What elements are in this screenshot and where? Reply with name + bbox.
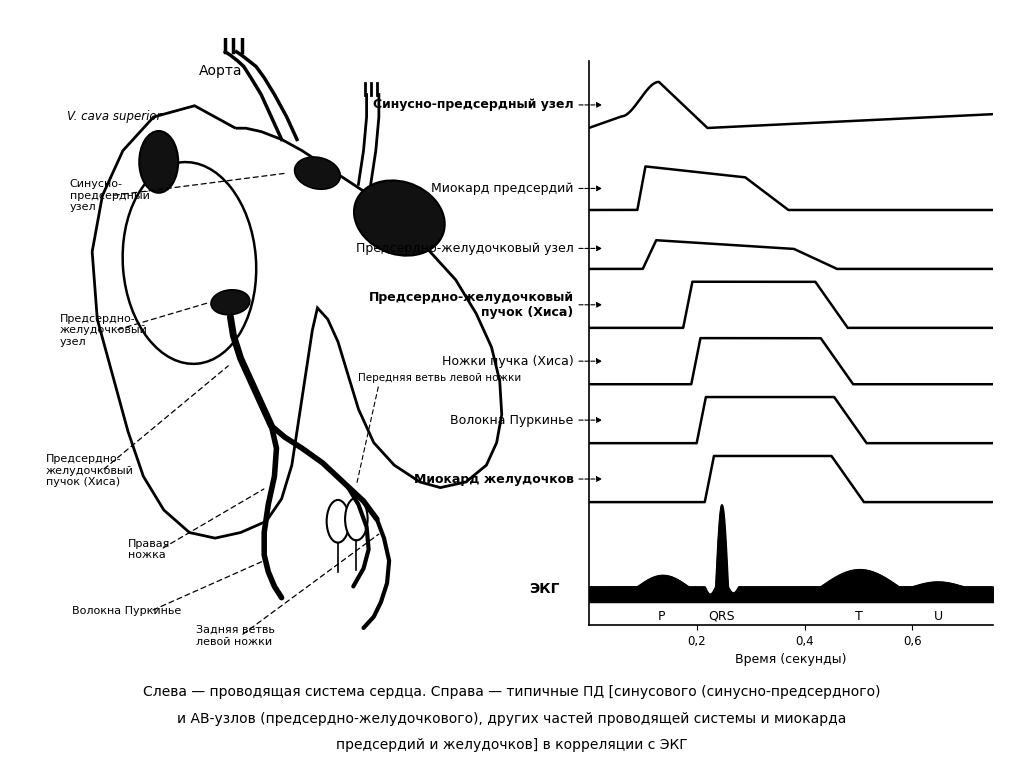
Text: Миокард предсердий: Миокард предсердий <box>431 182 601 195</box>
Text: Предсердно-
желудочковый
узел: Предсердно- желудочковый узел <box>59 314 147 347</box>
Text: U: U <box>934 610 943 623</box>
Text: Задняя ветвь
левой ножки: Задняя ветвь левой ножки <box>196 625 275 647</box>
Text: Синусно-
предсердный
узел: Синусно- предсердный узел <box>70 179 150 212</box>
Text: P: P <box>657 610 666 623</box>
X-axis label: Время (секунды): Время (секунды) <box>735 653 847 667</box>
Text: Синусно-предсердный узел: Синусно-предсердный узел <box>373 98 601 111</box>
Text: Ножки пучка (Хиса): Ножки пучка (Хиса) <box>441 354 601 367</box>
Text: Волокна Пуркинье: Волокна Пуркинье <box>451 413 601 426</box>
Text: QRS: QRS <box>709 610 735 623</box>
Ellipse shape <box>354 180 444 255</box>
Text: Аорта: Аорта <box>199 64 242 77</box>
Ellipse shape <box>123 162 256 364</box>
PathPatch shape <box>92 106 502 538</box>
Ellipse shape <box>211 290 250 314</box>
Text: Слева — проводящая система сердца. Справа — типичные ПД [синусового (синусно-пре: Слева — проводящая система сердца. Справ… <box>143 685 881 700</box>
Text: Передняя ветвь левой ножки: Передняя ветвь левой ножки <box>358 373 521 383</box>
Text: Волокна Пуркинье: Волокна Пуркинье <box>72 606 181 616</box>
Text: Предсердно-желудочковый узел: Предсердно-желудочковый узел <box>355 242 601 255</box>
Text: Миокард желудочков: Миокард желудочков <box>414 472 601 486</box>
Text: T: T <box>855 610 862 623</box>
Ellipse shape <box>327 500 349 542</box>
Text: Предсердно-
желудочковый
пучок (Хиса): Предсердно- желудочковый пучок (Хиса) <box>46 454 134 487</box>
Text: ЭКГ: ЭКГ <box>528 582 559 596</box>
Text: Предсердно-желудочковый
пучок (Хиса): Предсердно-желудочковый пучок (Хиса) <box>369 291 601 319</box>
Ellipse shape <box>295 157 340 189</box>
Text: предсердий и желудочков] в корреляции с ЭКГ: предсердий и желудочков] в корреляции с … <box>336 738 688 752</box>
Ellipse shape <box>345 498 368 541</box>
Text: и АВ-узлов (предсердно-желудочкового), других частей проводящей системы и миокар: и АВ-узлов (предсердно-желудочкового), д… <box>177 712 847 726</box>
Text: V. cava superior: V. cava superior <box>67 110 161 123</box>
Text: Правая
ножка: Правая ножка <box>128 538 170 560</box>
Ellipse shape <box>139 131 178 193</box>
